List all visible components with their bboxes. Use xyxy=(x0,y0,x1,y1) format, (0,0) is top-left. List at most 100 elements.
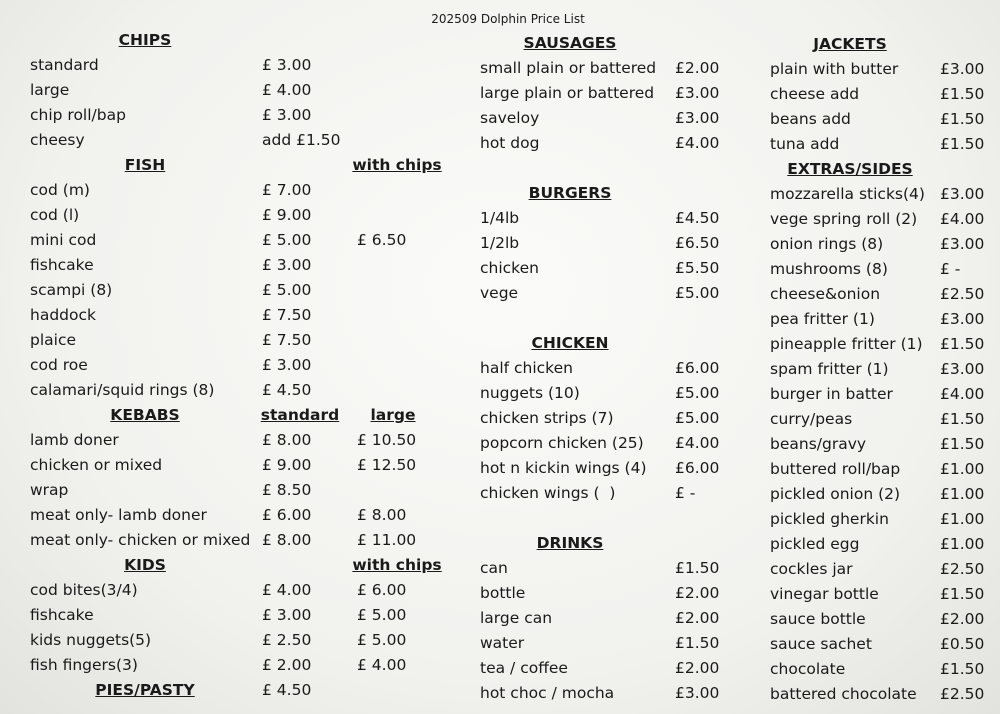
item-name: calamari/squid rings (8) xyxy=(30,381,215,399)
item-price: £ 6.00 xyxy=(262,506,312,524)
column-subheading: with chips xyxy=(352,556,442,574)
item-price: £ 4.00 xyxy=(262,81,312,99)
item-price: £6.00 xyxy=(675,459,720,477)
item-price: £ 3.00 xyxy=(262,356,312,374)
item-price: £ 9.00 xyxy=(262,206,312,224)
item-name: curry/peas xyxy=(770,410,853,428)
item-name: plaice xyxy=(30,331,77,349)
item-price: £2.00 xyxy=(675,59,720,77)
item-name: 1/2lb xyxy=(480,234,520,252)
item-price: £5.50 xyxy=(675,259,720,277)
section-heading: CHIPS xyxy=(118,31,172,49)
item-name: mini cod xyxy=(30,231,97,249)
item-price: £1.50 xyxy=(940,585,985,603)
item-name: wrap xyxy=(30,481,69,499)
item-name: spam fritter (1) xyxy=(770,360,889,378)
item-name: scampi (8) xyxy=(30,281,113,299)
item-price: £ 6.50 xyxy=(357,231,407,249)
item-price: £2.50 xyxy=(940,685,985,703)
item-name: battered chocolate xyxy=(770,685,917,703)
item-price: £ 2.00 xyxy=(262,656,312,674)
item-name: kids nuggets(5) xyxy=(30,631,152,649)
column-subheading: standard xyxy=(260,406,340,424)
item-name: pickled onion (2) xyxy=(770,485,901,503)
item-name: meat only- chicken or mixed xyxy=(30,531,251,549)
item-price: £1.50 xyxy=(940,410,985,428)
item-price: £2.50 xyxy=(940,285,985,303)
item-price: £1.50 xyxy=(940,85,985,103)
section-heading: EXTRAS/SIDES xyxy=(787,160,913,178)
section-heading: FISH xyxy=(124,156,166,174)
item-price: £6.00 xyxy=(675,359,720,377)
item-name: vege xyxy=(480,284,519,302)
section-heading: BURGERS xyxy=(528,184,612,202)
item-name: large can xyxy=(480,609,553,627)
column-subheading: large xyxy=(370,406,416,424)
item-price: £5.00 xyxy=(675,409,720,427)
item-price: £2.00 xyxy=(675,609,720,627)
item-price: £1.50 xyxy=(675,559,720,577)
item-price: £ 3.00 xyxy=(262,606,312,624)
item-price: £ 5.00 xyxy=(357,606,407,624)
item-name: onion rings (8) xyxy=(770,235,884,253)
item-price: £1.50 xyxy=(940,660,985,678)
column-subheading: with chips xyxy=(352,156,442,174)
item-price: £ 3.00 xyxy=(262,56,312,74)
item-name: pickled gherkin xyxy=(770,510,889,528)
item-price: £3.00 xyxy=(940,360,985,378)
item-name: pea fritter (1) xyxy=(770,310,875,328)
item-price: £3.00 xyxy=(940,310,985,328)
section-heading: SAUSAGES xyxy=(523,34,617,52)
item-price: £ 5.00 xyxy=(357,631,407,649)
item-name: meat only- lamb doner xyxy=(30,506,207,524)
item-name: cod (m) xyxy=(30,181,90,199)
item-name: standard xyxy=(30,56,99,74)
item-price: £ 2.50 xyxy=(262,631,312,649)
item-name: mushrooms (8) xyxy=(770,260,888,278)
item-name: hot dog xyxy=(480,134,540,152)
item-name: tuna add xyxy=(770,135,840,153)
item-price: £0.50 xyxy=(940,635,985,653)
item-price: £2.00 xyxy=(940,610,985,628)
item-price: £3.00 xyxy=(675,84,720,102)
item-price: £ 9.00 xyxy=(262,456,312,474)
item-price: £ 4.50 xyxy=(262,381,312,399)
item-name: hot choc / mocha xyxy=(480,684,615,702)
item-price: £1.00 xyxy=(940,485,985,503)
item-name: 1/4lb xyxy=(480,209,520,227)
item-price: £ 7.00 xyxy=(262,181,312,199)
item-price: £3.00 xyxy=(940,235,985,253)
item-price: £ 5.00 xyxy=(262,281,312,299)
item-name: can xyxy=(480,559,508,577)
item-price: £3.00 xyxy=(675,109,720,127)
item-price: £ 8.00 xyxy=(357,506,407,524)
item-name: small plain or battered xyxy=(480,59,657,77)
list-title: 202509 Dolphin Price List xyxy=(431,12,585,26)
item-price: £3.00 xyxy=(675,684,720,702)
item-name: large xyxy=(30,81,70,99)
item-price: £ 8.00 xyxy=(262,531,312,549)
section-heading: CHICKEN xyxy=(531,334,609,352)
item-price: £5.00 xyxy=(675,384,720,402)
item-price: £ 4.50 xyxy=(262,681,312,699)
section-heading: KEBABS xyxy=(110,406,180,424)
item-name: plain with butter xyxy=(770,60,899,78)
item-price: £ 5.00 xyxy=(262,231,312,249)
item-name: cod roe xyxy=(30,356,88,374)
item-price: £ 3.00 xyxy=(262,106,312,124)
item-name: vege spring roll (2) xyxy=(770,210,918,228)
item-name: cheese add xyxy=(770,85,860,103)
item-price: £4.50 xyxy=(675,209,720,227)
item-price: £3.00 xyxy=(940,185,985,203)
item-name: fish fingers(3) xyxy=(30,656,138,674)
item-price: £1.00 xyxy=(940,510,985,528)
item-price: £ 8.50 xyxy=(262,481,312,499)
item-name: cheese&onion xyxy=(770,285,881,303)
item-name: cheesy xyxy=(30,131,85,149)
item-price: £ - xyxy=(940,260,961,278)
item-name: sauce bottle xyxy=(770,610,866,628)
item-name: vinegar bottle xyxy=(770,585,879,603)
item-price: add £1.50 xyxy=(262,131,341,149)
item-name: half chicken xyxy=(480,359,573,377)
item-name: burger in batter xyxy=(770,385,893,403)
